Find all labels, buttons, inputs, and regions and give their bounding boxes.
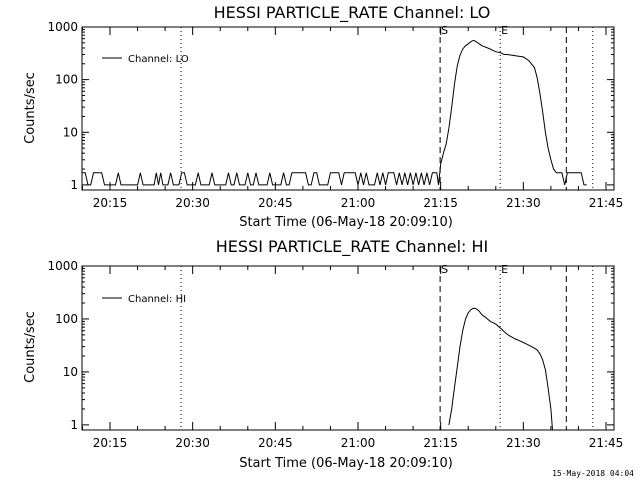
chart-panel-hi: HESSI PARTICLE_RATE Channel: HI Counts/s… (23, 237, 623, 471)
x-axis-label: Start Time (06-May-18 20:09:10) (239, 456, 453, 471)
x-tick-label: 21:15 (423, 436, 458, 450)
x-tick-label: 20:30 (175, 436, 210, 450)
legend: Channel: LO (102, 54, 189, 65)
chart-title: HESSI PARTICLE_RATE Channel: LO (214, 3, 491, 23)
y-tick-label: 10 (63, 125, 78, 139)
y-tick-label: 10 (63, 365, 78, 379)
y-tick-label: 1 (70, 178, 78, 192)
x-tick-label: 21:45 (589, 436, 624, 450)
chart-title: HESSI PARTICLE_RATE Channel: HI (216, 237, 489, 257)
legend-label: Channel: LO (128, 54, 189, 65)
x-tick-label: 21:30 (506, 436, 541, 450)
marker-label-e: E (501, 24, 508, 37)
x-tick-label: 21:00 (341, 436, 376, 450)
x-tick-label: 20:15 (93, 196, 128, 210)
x-tick-label: 21:30 (506, 196, 541, 210)
series-line-0 (448, 307, 553, 430)
marker-label-e: E (501, 263, 508, 276)
y-axis-label: Counts/sec (23, 311, 38, 383)
x-axis-label: Start Time (06-May-18 20:09:10) (239, 215, 453, 230)
x-tick-label: 20:45 (258, 436, 293, 450)
y-axis-label: Counts/sec (23, 72, 38, 144)
x-tick-label: 20:45 (258, 196, 293, 210)
x-tick-label: 20:15 (93, 436, 128, 450)
y-tick-label: 100 (55, 73, 78, 87)
plot-frame (81, 26, 615, 191)
generation-timestamp: 15-May-2018 04:04 (552, 469, 634, 478)
legend-label: Channel: HI (128, 294, 186, 305)
y-tick-label: 100 (55, 312, 78, 326)
legend: Channel: HI (102, 294, 186, 305)
marker-label-s: S (441, 24, 448, 37)
plot-frame (81, 265, 615, 431)
y-tick-label: 1000 (47, 20, 78, 34)
x-tick-label: 21:45 (589, 196, 624, 210)
chart-panel-lo: HESSI PARTICLE_RATE Channel: LO Counts/s… (23, 3, 623, 230)
x-tick-label: 21:00 (341, 196, 376, 210)
x-tick-label: 20:30 (175, 196, 210, 210)
x-tick-label: 21:15 (423, 196, 458, 210)
y-tick-label: 1000 (47, 259, 78, 273)
y-tick-label: 1 (70, 418, 78, 432)
series-line-0 (82, 39, 587, 186)
marker-label-s: S (441, 263, 448, 276)
